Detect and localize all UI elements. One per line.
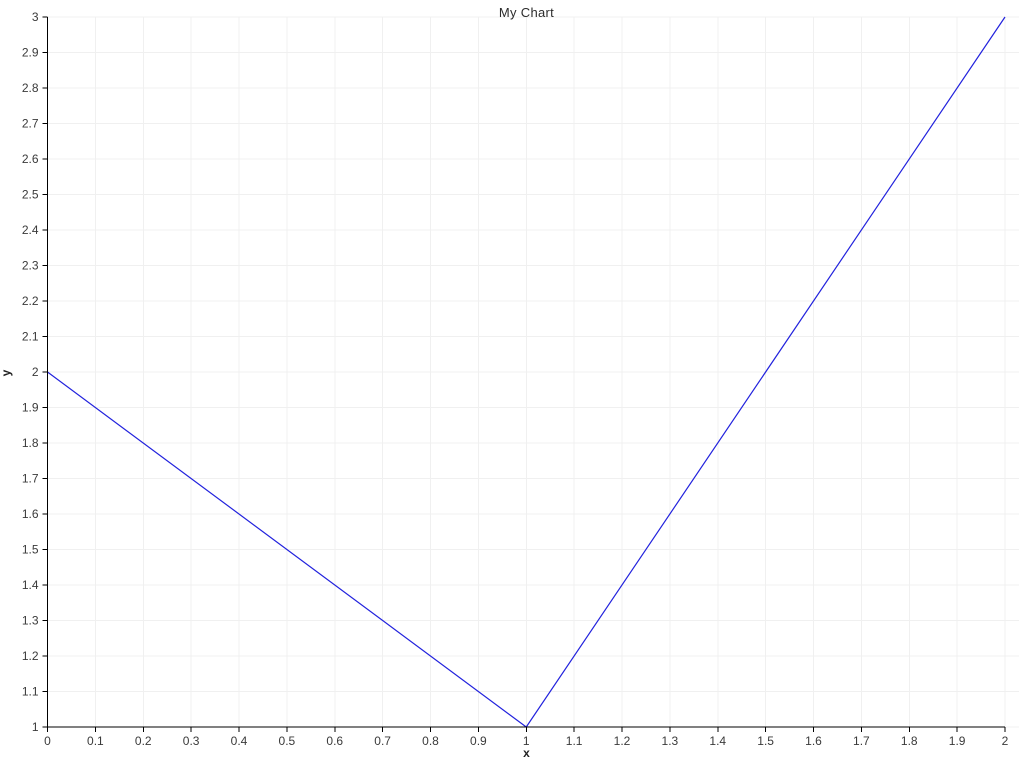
y-tick-label: 2.3	[22, 259, 39, 273]
y-tick-label: 1.6	[22, 507, 39, 521]
x-tick-label: 0.6	[326, 734, 343, 748]
x-tick-label: 0.1	[87, 734, 104, 748]
y-axis-label: y	[0, 369, 13, 377]
x-tick-label: 1.5	[757, 734, 774, 748]
x-tick-label: 1.3	[662, 734, 679, 748]
y-tick-label: 1.5	[22, 543, 39, 557]
y-tick-label: 2.2	[22, 294, 39, 308]
y-tick-label: 1.2	[22, 649, 39, 663]
x-tick-label: 0.4	[231, 734, 248, 748]
x-axis-label: x	[523, 746, 530, 760]
x-tick-label: 0.9	[470, 734, 487, 748]
x-tick-label: 1.9	[949, 734, 966, 748]
x-tick-label: 1.8	[901, 734, 918, 748]
y-tick-label: 2.1	[22, 330, 39, 344]
y-tick-label: 2.4	[22, 223, 39, 237]
x-tick-label: 1	[523, 734, 530, 748]
x-tick-label: 1.6	[805, 734, 822, 748]
x-tick-label: 0	[44, 734, 51, 748]
chart-title: My Chart	[498, 5, 555, 20]
x-tick-label: 1.2	[614, 734, 631, 748]
x-tick-label: 1.7	[853, 734, 870, 748]
y-tick-label: 1.3	[22, 614, 39, 628]
x-tick-label: 1.1	[566, 734, 583, 748]
y-tick-label: 1.7	[22, 472, 39, 486]
x-tick-label: 0.8	[422, 734, 439, 748]
x-tick-label: 0.2	[135, 734, 152, 748]
y-tick-label: 2.9	[22, 46, 39, 60]
y-tick-label: 2.5	[22, 188, 39, 202]
x-tick-label: 0.3	[183, 734, 200, 748]
y-tick-label: 1.4	[22, 578, 39, 592]
y-tick-label: 3	[32, 10, 39, 24]
y-tick-label: 1	[32, 720, 39, 734]
y-tick-label: 2.8	[22, 81, 39, 95]
y-tick-label: 1.1	[22, 685, 39, 699]
x-tick-label: 1.4	[709, 734, 726, 748]
y-tick-label: 2.6	[22, 152, 39, 166]
y-tick-label: 1.9	[22, 401, 39, 415]
y-tick-label: 1.8	[22, 436, 39, 450]
x-tick-label: 2	[1002, 734, 1009, 748]
x-tick-label: 0.7	[374, 734, 391, 748]
y-tick-label: 2	[32, 365, 39, 379]
x-tick-label: 0.5	[279, 734, 296, 748]
y-tick-label: 2.7	[22, 117, 39, 131]
